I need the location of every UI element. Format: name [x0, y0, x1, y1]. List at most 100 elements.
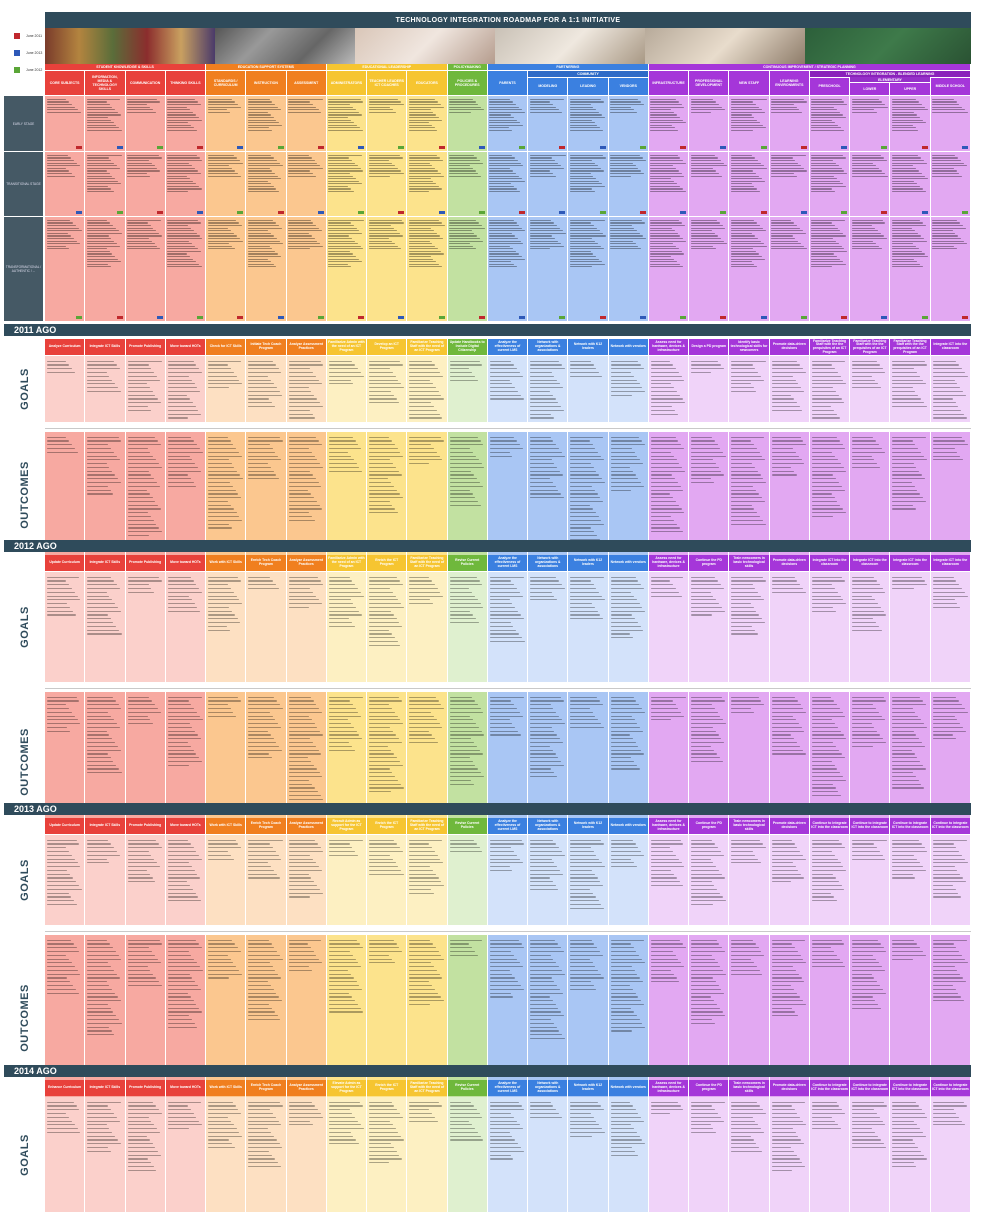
goal-cell: [45, 835, 85, 925]
stage-marker: [599, 146, 606, 149]
goal-cell: [367, 835, 407, 925]
goal-cell: [246, 835, 286, 925]
stage-cell: [407, 217, 447, 321]
column-header: MIDDLE SCHOOL: [930, 78, 970, 95]
goal-cell: [165, 356, 206, 422]
goals-label-text: GOALS: [18, 1133, 31, 1176]
year-bar: 2013 AGO: [4, 803, 971, 815]
goal-header: Network with vendors: [608, 818, 648, 834]
goal-cell: [850, 1097, 890, 1212]
outcome-cell: [608, 432, 648, 557]
stage-marker: [398, 146, 405, 149]
outcomes-label-text: OUTCOMES: [18, 983, 31, 1052]
goal-cell: [45, 1097, 85, 1212]
goal-header: Train newcomers in basic technological s…: [729, 1080, 769, 1096]
header-photo: [645, 28, 805, 64]
goal-header: Promote Publishing: [125, 818, 165, 834]
goal-header: Analyze the effectiveness of current LMS: [487, 555, 528, 571]
stage-marker: [237, 316, 244, 319]
goal-cell: [165, 1097, 206, 1212]
goal-header: Promote data-driven decisions: [769, 818, 809, 834]
goal-header: Network with K12 leaders: [568, 339, 608, 355]
stage-cell: [407, 96, 447, 151]
column-header: THINKING SKILLS: [165, 71, 206, 95]
stage-marker: [116, 211, 123, 214]
outcome-cell: [125, 432, 165, 557]
goal-cell: [206, 835, 246, 925]
goal-header: Enrich Tech Coach Program: [246, 1080, 286, 1096]
stage-marker: [800, 146, 807, 149]
stage-cell: [246, 152, 286, 216]
goal-cell: [608, 1097, 648, 1212]
stage-marker: [680, 316, 687, 319]
stage-marker: [680, 146, 687, 149]
outcome-cell: [568, 432, 608, 557]
column-header: NEW STAFF: [729, 71, 769, 95]
goal-header: Update Handbooks to Include Digital Citi…: [447, 339, 487, 355]
goal-cell: [206, 1097, 246, 1212]
goal-cell: [729, 572, 769, 682]
goal-header: Network with organizations & association…: [528, 818, 568, 834]
stage-cell: [246, 217, 286, 321]
stage-cell: [85, 152, 125, 216]
goal-cell: [286, 356, 326, 422]
outcome-cell: [648, 432, 689, 557]
stage-marker: [599, 316, 606, 319]
goal-header: Network with K12 leaders: [568, 555, 608, 571]
outcome-cell: [769, 432, 809, 557]
stage-cell: [809, 217, 850, 321]
goal-cell: [689, 835, 729, 925]
stage-marker: [116, 316, 123, 319]
outcome-cell: [729, 432, 769, 557]
stage-marker: [760, 316, 767, 319]
stage-marker: [277, 316, 284, 319]
stage-cell: [850, 217, 890, 321]
goals-side-label: GOALS: [4, 835, 45, 925]
stage-marker: [197, 146, 204, 149]
stage-cell: [326, 152, 367, 216]
goal-header: Move toward HOTs: [165, 339, 206, 355]
stage-marker: [639, 146, 646, 149]
goal-header: Familiarize Teaching Staff with the need…: [407, 1080, 447, 1096]
goal-cell: [85, 835, 125, 925]
goal-header: Integrate ICT into the classroom: [890, 555, 930, 571]
goal-cell: [608, 356, 648, 422]
goal-header: Familiarize Teaching Staff with the need…: [407, 339, 447, 355]
column-header: INFRASTRUCTURE: [648, 71, 689, 95]
stage-marker: [76, 146, 83, 149]
goal-header: Identify basic technological skills for …: [729, 339, 769, 355]
goal-cell: [568, 572, 608, 682]
column-header: TEACHER LEADERS ICT COACHES: [367, 71, 407, 95]
elementary-header: ELEMENTARY: [850, 77, 930, 82]
goal-header: Analyze Assessment Practices: [286, 1080, 326, 1096]
goal-header: Familiarize Teaching Staff with the need…: [407, 555, 447, 571]
stage-marker: [116, 146, 123, 149]
header-photo: [215, 28, 355, 64]
stage-cell: [809, 96, 850, 151]
goal-header: Analyze the effectiveness of current LMS: [487, 339, 528, 355]
stage-cell: [890, 96, 930, 151]
goal-cell: [447, 1097, 487, 1212]
header-photo: [355, 28, 495, 64]
stage-cell: [809, 152, 850, 216]
legend-item: June 2011: [14, 31, 42, 41]
column-header: ASSESSMENT: [286, 71, 326, 95]
goal-cell: [930, 835, 970, 925]
goal-header: Continue to integrate ICT into the class…: [890, 818, 930, 834]
goal-cell: [326, 1097, 367, 1212]
stage-cell: [165, 152, 206, 216]
goal-header: Analyze Assessment Practices: [286, 555, 326, 571]
column-header: LEARNING ENVIRONMENTS: [769, 71, 809, 95]
goal-cell: [890, 1097, 930, 1212]
outcome-cell: [85, 432, 125, 557]
goal-header: Develop an ICT Program: [367, 339, 407, 355]
goal-cell: [930, 356, 970, 422]
stage-cell: [487, 217, 528, 321]
goal-cell: [367, 572, 407, 682]
legend: June 2011 June 2013 June 2012: [14, 31, 42, 82]
goal-cell: [165, 835, 206, 925]
goal-header: Promote data-driven decisions: [769, 1080, 809, 1096]
goal-header: Analyze Assessment Practices: [286, 339, 326, 355]
stage-cell: [769, 217, 809, 321]
goal-cell: [206, 572, 246, 682]
